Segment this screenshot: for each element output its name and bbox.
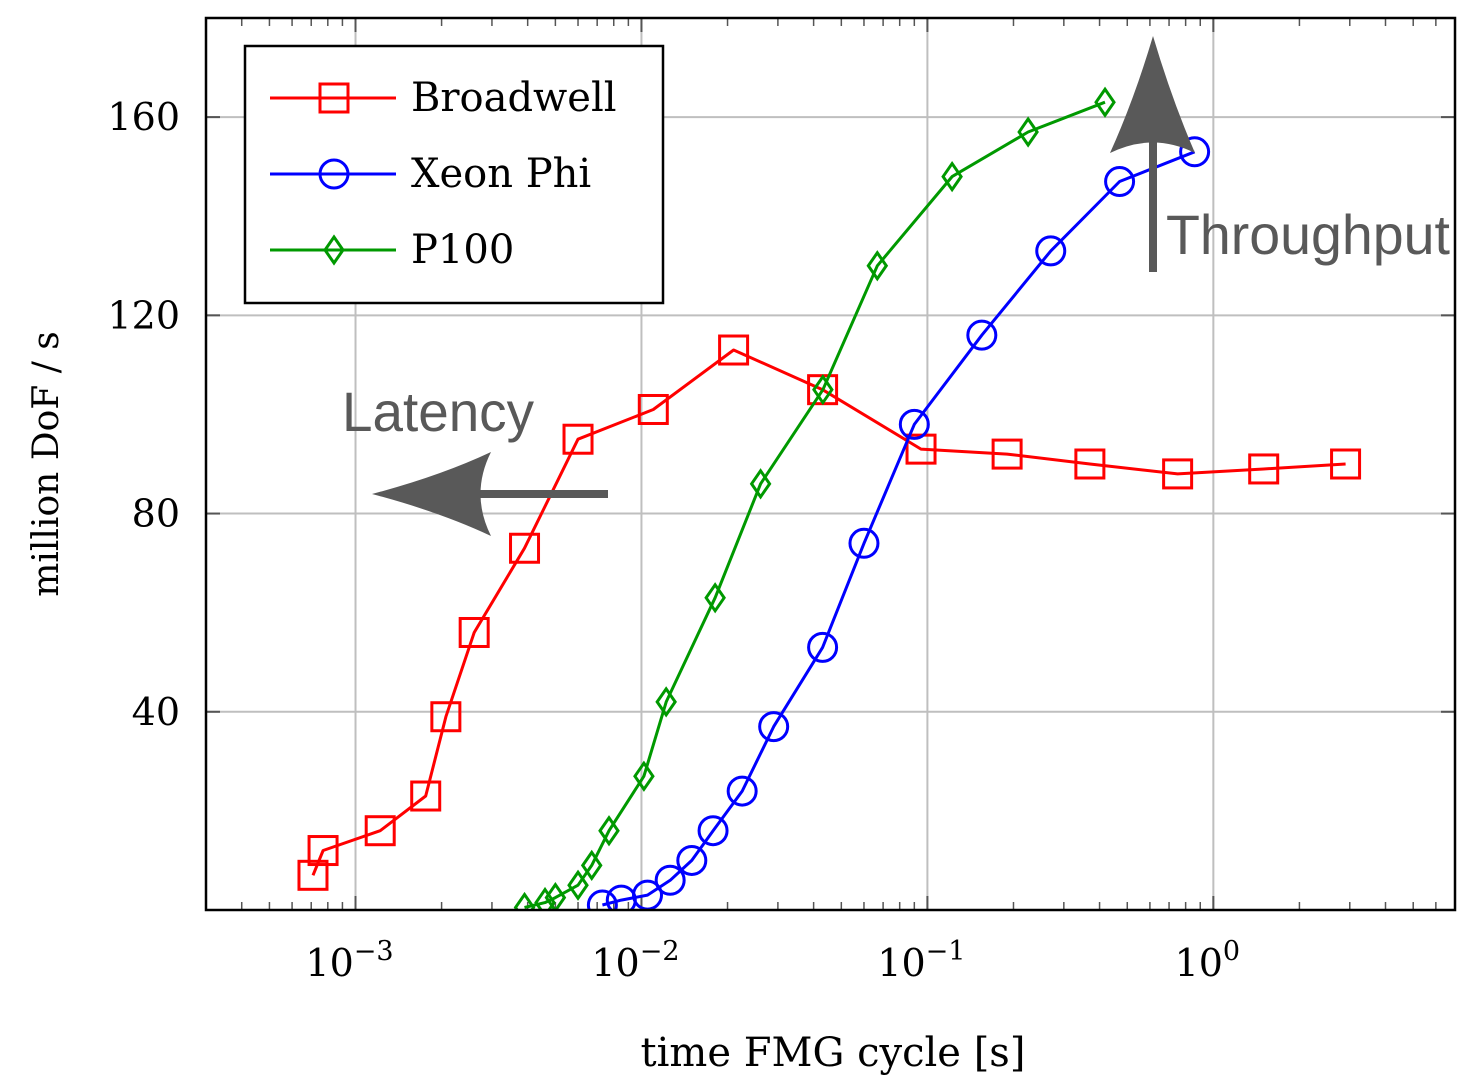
data-point-broadwell (307, 835, 339, 867)
data-point-xeon-phi (654, 864, 686, 896)
data-point-p100 (941, 160, 963, 193)
data-point-p100 (598, 815, 620, 847)
data-point-xeon-phi (726, 775, 758, 807)
legend-diamond-marker-icon (323, 234, 345, 266)
latency-arrow-head-icon (372, 452, 491, 536)
x-tick-label: 100 (1175, 936, 1241, 985)
data-point-broadwell (1330, 448, 1362, 480)
data-point-broadwell (718, 334, 750, 366)
data-point-xeon-phi (848, 527, 880, 559)
data-point-xeon-phi (1179, 136, 1211, 168)
y-tick-label: 40 (132, 690, 180, 734)
data-point-xeon-phi (1035, 235, 1067, 267)
data-point-p100 (1094, 86, 1116, 118)
series-line-xeon-phi (602, 150, 1196, 907)
data-point-broadwell (1162, 458, 1194, 490)
y-tick-label: 120 (107, 293, 180, 337)
y-tick-labels: 40 80 120 160 (107, 95, 180, 734)
legend-entry-broadwell: Broadwell (270, 75, 617, 121)
y-tick-label: 160 (107, 95, 180, 139)
data-point-broadwell (991, 438, 1023, 470)
data-point-p100 (866, 250, 889, 282)
data-point-broadwell (637, 393, 669, 425)
axis-ticks (205, 18, 1456, 910)
x-tick-label: 10−2 (591, 936, 679, 985)
data-point-broadwell (410, 780, 442, 812)
data-point-p100 (580, 849, 603, 882)
data-point-broadwell (562, 423, 594, 455)
legend-entry-p100: P100 (270, 227, 514, 273)
series-layer (297, 86, 1362, 910)
data-point-p100 (534, 886, 556, 910)
data-point-broadwell (364, 815, 396, 847)
data-point-xeon-phi (676, 844, 708, 876)
throughput-label: Throughput (1166, 203, 1450, 266)
legend-entry-xeon-phi: Xeon Phi (270, 151, 591, 197)
data-point-broadwell (430, 701, 462, 733)
data-point-xeon-phi (898, 408, 930, 440)
data-point-p100 (567, 869, 589, 901)
data-point-xeon-phi (758, 711, 790, 743)
latency-label: Latency (342, 380, 534, 443)
latency-annotation: Latency (342, 380, 608, 536)
y-axis-title: million DoF / s (26, 331, 67, 597)
data-point-broadwell (1074, 448, 1106, 480)
data-point-p100 (1017, 116, 1039, 148)
legend-label-p100: P100 (411, 227, 514, 273)
data-point-p100 (513, 891, 536, 910)
x-tick-label: 10−1 (877, 936, 965, 985)
throughput-arrow-head-icon (1110, 36, 1195, 153)
data-point-p100 (633, 760, 655, 792)
data-point-xeon-phi (586, 889, 618, 910)
data-point-p100 (544, 881, 567, 910)
throughput-annotation: Throughput (1110, 36, 1450, 272)
legend-label-broadwell: Broadwell (411, 75, 617, 121)
legend: Broadwell Xeon Phi P100 (243, 44, 665, 305)
data-point-xeon-phi (966, 319, 998, 351)
x-tick-labels: 10−3 10−2 10−1 100 (305, 936, 1240, 985)
data-point-p100 (812, 374, 834, 406)
data-point-broadwell (458, 616, 490, 648)
y-tick-label: 80 (132, 492, 180, 536)
data-point-xeon-phi (697, 815, 729, 847)
data-point-broadwell (1248, 453, 1280, 485)
x-axis-title: time FMG cycle [s] (641, 1030, 1026, 1076)
data-point-broadwell (509, 532, 541, 564)
data-point-broadwell (297, 859, 329, 891)
data-point-p100 (655, 686, 677, 718)
data-point-p100 (749, 468, 772, 500)
data-point-p100 (704, 582, 726, 614)
data-point-xeon-phi (1104, 166, 1136, 198)
x-tick-label: 10−3 (305, 936, 393, 985)
data-point-xeon-phi (807, 631, 839, 663)
plot-frame (204, 16, 1457, 912)
legend-square-marker-icon (318, 82, 350, 114)
legend-label-xeon-phi: Xeon Phi (411, 151, 591, 197)
legend-circle-marker-icon (318, 158, 350, 190)
